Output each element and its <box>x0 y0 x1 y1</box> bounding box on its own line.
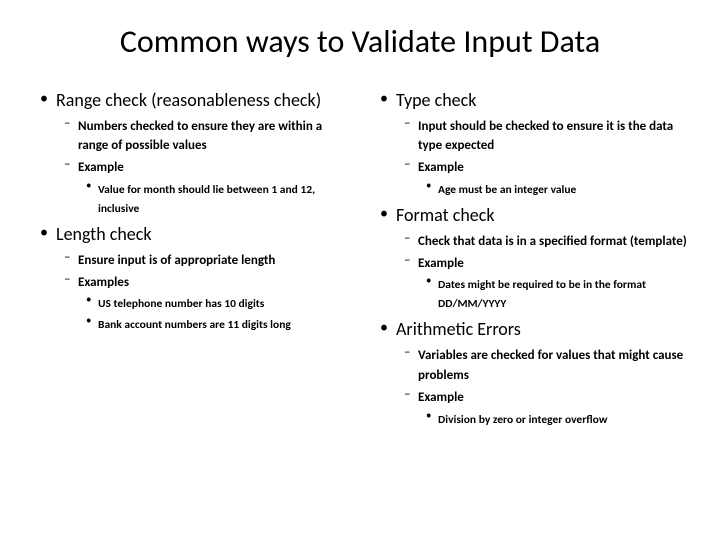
list-item-label: Range check (reasonableness check) <box>56 89 321 111</box>
list-item-label: Variables are checked for values that mi… <box>418 348 683 383</box>
list-item-label: Format check <box>396 204 495 226</box>
list-level-2: Ensure input is of appropriate length Exa… <box>56 250 350 334</box>
list-item-label: Check that data is in a specified format… <box>418 234 687 249</box>
slide-title: Common ways to Validate Input Data <box>30 22 690 61</box>
list-item-label: US telephone number has 10 digits <box>98 297 264 311</box>
list-level-3: Division by zero or integer overflow <box>418 409 690 428</box>
list-item: Example Value for month should lie betwee… <box>56 157 350 217</box>
list-level-2: Numbers checked to ensure they are withi… <box>56 116 350 218</box>
list-item: Examples US telephone number has 10 digit… <box>56 272 350 334</box>
list-item-label: Example <box>418 256 464 271</box>
list-item: Value for month should lie between 1 and… <box>78 179 350 217</box>
left-column: Range check (reasonableness check) Number… <box>30 89 350 434</box>
left-list: Range check (reasonableness check) Number… <box>30 89 350 333</box>
list-item: Input should be checked to ensure it is … <box>396 116 690 156</box>
list-item-label: Type check <box>396 89 476 111</box>
list-item: Check that data is in a specified format… <box>396 231 690 251</box>
right-column: Type check Input should be checked to ens… <box>370 89 690 434</box>
list-level-3: Value for month should lie between 1 and… <box>78 179 350 217</box>
list-item-label: Example <box>78 160 124 175</box>
list-level-2: Input should be checked to ensure it is … <box>396 116 690 199</box>
list-level-2: Check that data is in a specified format… <box>396 231 690 313</box>
list-item: Variables are checked for values that mi… <box>396 345 690 385</box>
list-item-label: Length check <box>56 223 152 245</box>
list-item-label: Dates might be required to be in the for… <box>438 278 646 311</box>
right-list: Type check Input should be checked to ens… <box>370 89 690 428</box>
list-item: US telephone number has 10 digits <box>78 293 350 312</box>
list-item-label: Examples <box>78 275 129 290</box>
list-item: Arithmetic Errors Variables are checked f… <box>370 318 690 427</box>
list-item-label: Arithmetic Errors <box>396 318 521 340</box>
list-level-3: US telephone number has 10 digits Bank ac… <box>78 293 350 333</box>
list-item-label: Input should be checked to ensure it is … <box>418 119 673 154</box>
list-item-label: Division by zero or integer overflow <box>438 413 607 427</box>
list-item: Ensure input is of appropriate length <box>56 250 350 270</box>
list-item: Type check Input should be checked to ens… <box>370 89 690 198</box>
list-item: Division by zero or integer overflow <box>418 409 690 428</box>
list-item: Example Dates might be required to be in … <box>396 253 690 313</box>
list-item: Example Age must be an integer value <box>396 157 690 198</box>
list-item-label: Ensure input is of appropriate length <box>78 253 275 268</box>
list-item: Dates might be required to be in the for… <box>418 274 690 312</box>
list-item: Format check Check that data is in a spec… <box>370 204 690 312</box>
list-item-label: Example <box>418 160 464 175</box>
list-item-label: Age must be an integer value <box>438 183 576 197</box>
list-item: Length check Ensure input is of appropria… <box>30 223 350 333</box>
list-item-label: Example <box>418 390 464 405</box>
list-item: Age must be an integer value <box>418 179 690 198</box>
list-level-3: Age must be an integer value <box>418 179 690 198</box>
list-item: Range check (reasonableness check) Number… <box>30 89 350 217</box>
list-level-2: Variables are checked for values that mi… <box>396 345 690 428</box>
content-columns: Range check (reasonableness check) Number… <box>30 89 690 434</box>
list-item-label: Numbers checked to ensure they are withi… <box>78 119 322 154</box>
list-item: Numbers checked to ensure they are withi… <box>56 116 350 156</box>
list-item: Example Division by zero or integer overf… <box>396 387 690 428</box>
list-level-3: Dates might be required to be in the for… <box>418 274 690 312</box>
list-item-label: Bank account numbers are 11 digits long <box>98 318 291 332</box>
list-item-label: Value for month should lie between 1 and… <box>98 183 315 216</box>
list-item: Bank account numbers are 11 digits long <box>78 314 350 333</box>
